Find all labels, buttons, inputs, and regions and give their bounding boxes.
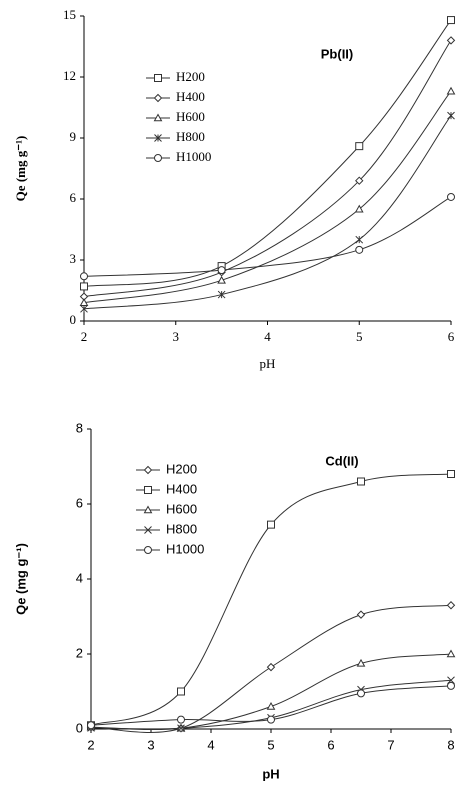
marker bbox=[356, 658, 366, 667]
x-tick-label: 4 bbox=[264, 329, 271, 344]
x-tick-label: 3 bbox=[173, 329, 180, 344]
series-line bbox=[83, 115, 452, 310]
x-tick-label: 6 bbox=[327, 737, 334, 752]
y-tick-label: 6 bbox=[76, 495, 83, 510]
marker bbox=[217, 275, 226, 284]
marker bbox=[80, 304, 88, 313]
marker bbox=[144, 546, 152, 554]
marker bbox=[266, 662, 276, 672]
marker bbox=[356, 610, 366, 619]
marker bbox=[153, 113, 163, 122]
marker bbox=[143, 465, 153, 475]
y-axis-label: Qe (mg g⁻¹) bbox=[13, 136, 28, 202]
marker bbox=[177, 687, 185, 696]
x-tick-label: 5 bbox=[356, 329, 363, 344]
series-line bbox=[83, 19, 452, 287]
legend-label: H800 bbox=[176, 129, 205, 144]
marker bbox=[154, 154, 162, 162]
marker bbox=[154, 74, 162, 82]
y-axis-label: Qe (mg g⁻¹) bbox=[13, 543, 28, 615]
marker bbox=[446, 86, 456, 95]
marker bbox=[143, 505, 153, 514]
x-tick-label: 5 bbox=[267, 737, 274, 752]
y-tick-label: 12 bbox=[63, 68, 76, 83]
y-tick-label: 2 bbox=[76, 645, 83, 660]
legend-label: H1000 bbox=[176, 149, 211, 164]
x-tick-label: 7 bbox=[387, 737, 394, 752]
marker bbox=[447, 676, 455, 685]
y-tick-label: 15 bbox=[63, 7, 76, 22]
marker bbox=[447, 681, 455, 690]
marker bbox=[87, 721, 95, 730]
annotation: Cd(II) bbox=[325, 453, 358, 468]
y-tick-label: 3 bbox=[70, 251, 77, 266]
x-tick-label: 8 bbox=[447, 737, 454, 752]
x-axis-label: pH bbox=[260, 356, 276, 371]
legend-label: H600 bbox=[176, 109, 205, 124]
marker bbox=[144, 486, 152, 494]
marker bbox=[267, 715, 275, 724]
legend-label: H800 bbox=[166, 521, 197, 536]
legend-label: H600 bbox=[166, 501, 197, 516]
marker bbox=[355, 142, 364, 151]
marker bbox=[153, 93, 163, 103]
x-tick-label: 2 bbox=[87, 737, 94, 752]
legend-label: H400 bbox=[166, 481, 197, 496]
marker bbox=[447, 192, 455, 201]
marker bbox=[177, 724, 185, 733]
legend-label: H400 bbox=[176, 89, 205, 104]
y-tick-label: 9 bbox=[70, 129, 77, 144]
marker bbox=[217, 290, 226, 299]
marker bbox=[355, 245, 364, 254]
series-line bbox=[83, 40, 452, 298]
y-tick-label: 0 bbox=[76, 720, 83, 735]
legend-label: H200 bbox=[166, 461, 197, 476]
marker bbox=[154, 134, 162, 142]
marker bbox=[355, 176, 364, 185]
y-tick-label: 6 bbox=[70, 190, 77, 205]
marker bbox=[447, 111, 455, 120]
legend-label: H200 bbox=[176, 69, 205, 84]
marker bbox=[80, 282, 88, 291]
x-axis-label: pH bbox=[262, 766, 279, 781]
series-line bbox=[83, 90, 452, 304]
marker bbox=[266, 701, 276, 710]
marker bbox=[217, 266, 226, 275]
annotation: Pb(II) bbox=[321, 46, 354, 61]
marker bbox=[446, 36, 456, 45]
series-line bbox=[83, 196, 452, 277]
marker bbox=[446, 601, 456, 610]
marker bbox=[80, 272, 88, 281]
x-tick-label: 2 bbox=[81, 329, 88, 344]
chart: 0 3 6 9 12 15 2 3 4 5 6 pH Qe (mg g⁻¹) Pb(II) H200 H400… bbox=[13, 7, 455, 371]
y-tick-label: 8 bbox=[76, 420, 83, 435]
marker bbox=[447, 16, 455, 25]
marker bbox=[357, 477, 365, 486]
marker bbox=[357, 689, 365, 698]
marker bbox=[446, 649, 456, 658]
y-tick-label: 0 bbox=[70, 312, 77, 327]
series-line bbox=[90, 473, 452, 726]
marker bbox=[447, 470, 455, 478]
y-tick-label: 4 bbox=[76, 570, 83, 585]
marker bbox=[355, 235, 364, 244]
x-tick-label: 3 bbox=[147, 737, 154, 752]
x-tick-label: 4 bbox=[207, 737, 214, 752]
marker bbox=[177, 715, 185, 724]
legend-label: H1000 bbox=[166, 541, 204, 556]
marker bbox=[144, 526, 152, 534]
marker bbox=[354, 204, 364, 213]
x-tick-label: 6 bbox=[448, 329, 455, 344]
marker bbox=[267, 520, 275, 529]
